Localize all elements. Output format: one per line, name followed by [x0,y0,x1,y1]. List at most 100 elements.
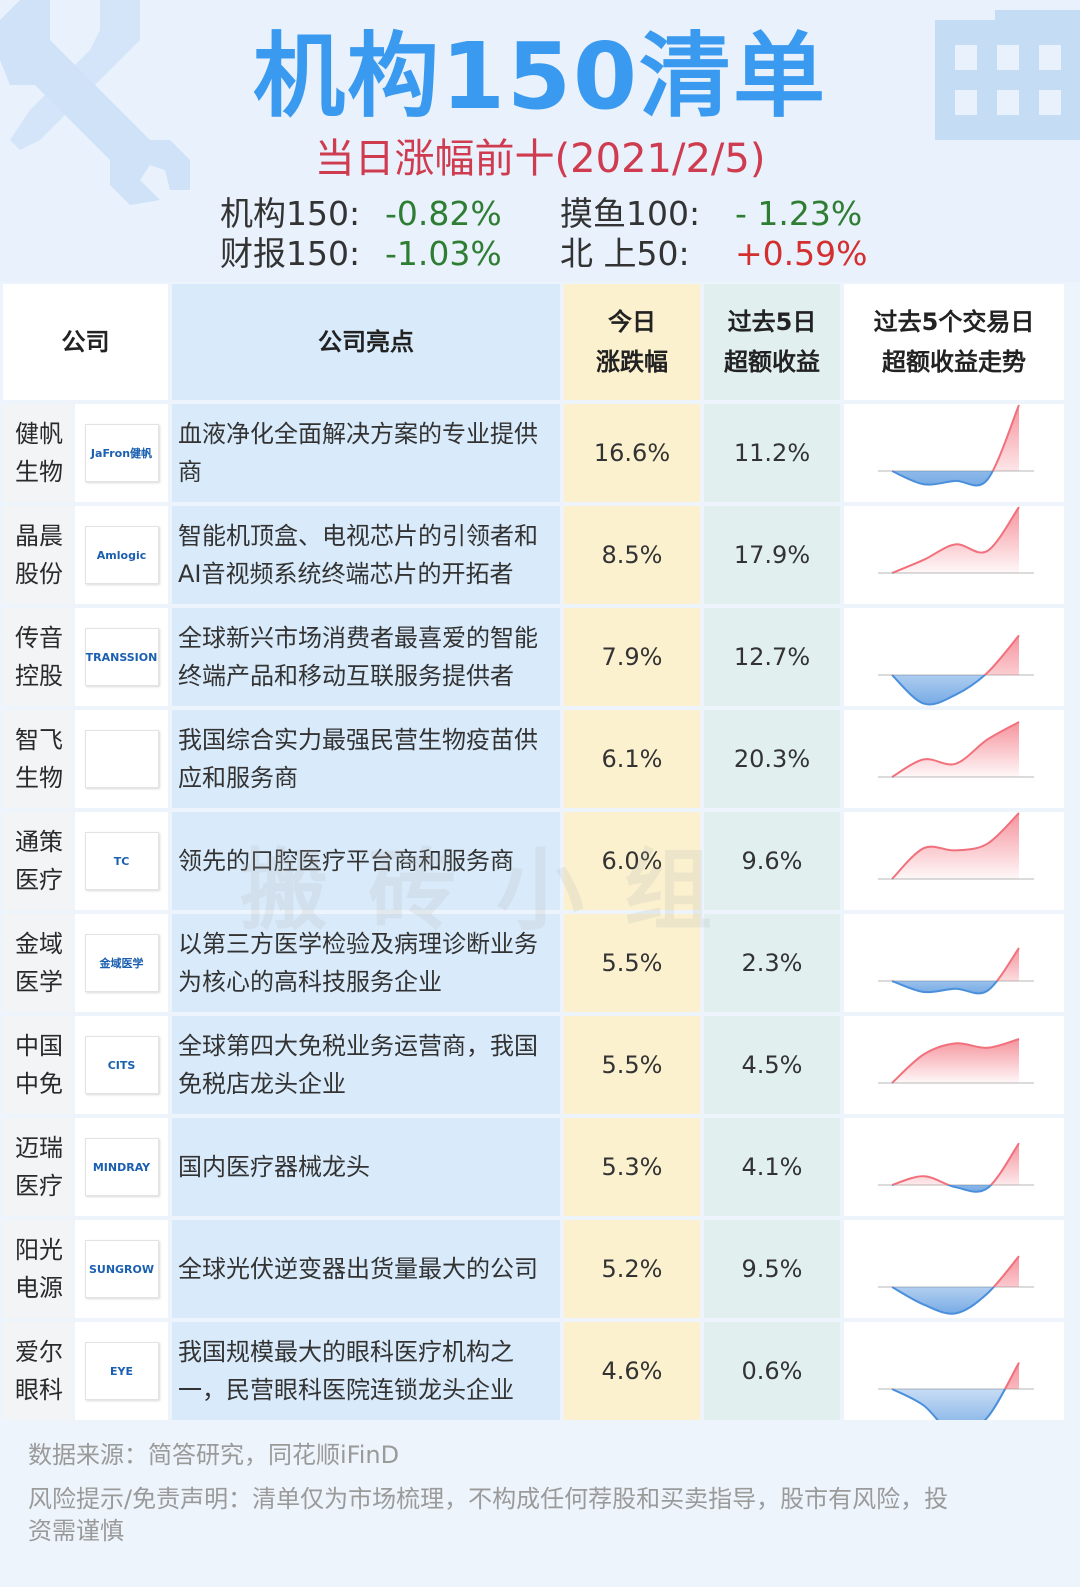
company-name-line1: 爱尔 [15,1338,63,1366]
company-name-line1: 中国 [15,1032,63,1060]
trend-area-positive [892,635,1019,675]
highlight-cell: 全球新兴市场消费者最喜爱的智能 终端产品和移动互联服务提供者 [172,608,560,706]
header-excess-line1: 过去5日 [727,308,817,336]
company-name-line2: 中免 [15,1070,63,1098]
trend-area-negative [892,1287,1019,1314]
trend-line-positive [891,721,1020,777]
highlight-cell: 智能机顶盒、电视芯片的引领者和 AI音视频系统终端芯片的开拓者 [172,506,560,604]
highlight-line1: 我国综合实力最强民营生物疫苗供 [178,726,538,754]
company-name-cell: 阳光 电源 [3,1220,73,1318]
excess-return-value: 4.1% [704,1118,840,1216]
company-name-cell: 通策 医疗 [3,812,73,910]
sungrow-logo-icon: SUNGROW [84,1240,159,1298]
header-trend: 过去5个交易日 超额收益走势 [844,284,1064,400]
footer: 数据来源：简答研究，同花顺iFinD 风险提示/免责声明：清单仅为市场梳理，不构… [0,1425,1080,1587]
company-name-line2: 生物 [15,764,63,792]
trend-area-negative [892,981,1019,994]
trend-line-positive [892,634,1020,675]
excess-return-value: 12.7% [704,608,840,706]
company-name-line2: 眼科 [15,1376,63,1404]
logo-text: EYE [110,1364,133,1378]
wrench-icon [0,0,190,205]
trend-sparkline [878,404,1034,487]
header-today-line1: 今日 [608,308,656,336]
excess-return-value: 17.9% [704,506,840,604]
today-change-value: 5.5% [564,914,700,1012]
data-source: 数据来源：简答研究，同花顺iFinD [28,1441,400,1469]
header-excess: 过去5日 超额收益 [704,284,840,400]
trend-area-positive [892,507,1019,573]
trend-cell [844,608,1064,706]
trend-line-positive [892,1255,1020,1287]
company-name-line1: 健帆 [15,420,63,448]
today-change-value: 7.9% [564,608,700,706]
company-name-line2: 医疗 [15,1172,63,1200]
zhifei-logo-icon [84,730,159,788]
header-banner: 机构150清单 当日涨幅前十(2021/2/5) 机构150: -0.82% 摸… [0,0,1080,282]
highlight-line1: 血液净化全面解决方案的专业提供 [178,420,538,448]
logo-cell [75,710,168,808]
index-row-2: 财报150: -1.03% 北 上50: +0.59% [0,234,1080,274]
trend-line-positive [891,506,1020,573]
trend-area-positive [892,722,1019,777]
disclaimer-line1: 风险提示/免责声明：清单仅为市场梳理，不构成任何荐股和买卖指导，股市有风险，投 [28,1485,949,1513]
transsion-logo-icon: TRANSSION [84,628,159,686]
trend-cell [844,1016,1064,1114]
company-name-line1: 阳光 [15,1236,63,1264]
index-value: +0.59% [735,234,868,273]
company-name-cell: 迈瑞 医疗 [3,1118,73,1216]
trend-line-negative [891,675,987,706]
trend-area-negative [892,471,1019,486]
highlight-line1: 智能机顶盒、电视芯片的引领者和 [178,522,538,550]
company-name-line1: 通策 [15,828,63,856]
company-name-cell: 爱尔 眼科 [3,1322,73,1420]
highlight-line1: 全球第四大免税业务运营商，我国 [178,1032,538,1060]
highlight-line2: 应和服务商 [178,764,298,792]
today-change-value: 16.6% [564,404,700,502]
highlight-line1: 国内医疗器械龙头 [178,1153,370,1181]
trend-line-positive [891,812,1020,879]
highlight-line1: 全球光伏逆变器出货量最大的公司 [178,1255,538,1283]
highlight-line1: 全球新兴市场消费者最喜爱的智能 [178,624,538,652]
trend-area-negative [892,1185,1019,1192]
highlight-line1: 我国规模最大的眼科医疗机构之 [178,1338,514,1366]
highlight-line2: 一，民营眼科医院连锁龙头企业 [178,1376,514,1404]
trend-cell [844,506,1064,604]
trend-cell [844,914,1064,1012]
index-value: -0.82% [385,194,502,233]
highlight-cell: 全球第四大免税业务运营商，我国 免税店龙头企业 [172,1016,560,1114]
company-name-line1: 金域 [15,930,63,958]
highlight-cell: 我国综合实力最强民营生物疫苗供 应和服务商 [172,710,560,808]
index-value: - 1.23% [735,194,863,233]
highlight-line2: 终端产品和移动互联服务提供者 [178,662,514,690]
highlight-cell: 以第三方医学检验及病理诊断业务 为核心的高科技服务企业 [172,914,560,1012]
company-name-cell: 金域 医学 [3,914,73,1012]
company-name-line1: 智飞 [15,726,63,754]
trend-sparkline [878,1142,1034,1193]
header-excess-line2: 超额收益 [724,348,820,376]
trend-sparkline [878,1362,1034,1420]
trend-line-negative [891,471,994,487]
highlight-cell: 领先的口腔医疗平台商和服务商 [172,812,560,910]
company-name-line2: 控股 [15,662,63,690]
highlight-cell: 我国规模最大的眼科医疗机构之 一，民营眼科医院连锁龙头企业 [172,1322,560,1420]
today-change-value: 5.2% [564,1220,700,1318]
trend-line-negative [891,1287,996,1315]
page-subtitle: 当日涨幅前十(2021/2/5) [314,136,766,182]
today-change-value: 4.6% [564,1322,700,1420]
trend-sparkline [878,812,1034,880]
company-name-line1: 晶晨 [15,522,63,550]
header-trend-line1: 过去5个交易日 [873,308,1035,336]
trend-sparkline [878,721,1034,778]
trend-cell [844,1118,1064,1216]
index-label: 财报150: [220,234,361,273]
excess-return-value: 4.5% [704,1016,840,1114]
index-value: -1.03% [385,234,502,273]
highlight-line1: 以第三方医学检验及病理诊断业务 [178,930,538,958]
page-title: 机构150清单 [252,23,828,130]
trend-area-positive [892,1039,1019,1083]
excess-return-value: 11.2% [704,404,840,502]
highlight-line1: 领先的口腔医疗平台商和服务商 [178,847,514,875]
trend-line-positive [892,947,1020,981]
logo-text: 金域医学 [99,957,144,970]
